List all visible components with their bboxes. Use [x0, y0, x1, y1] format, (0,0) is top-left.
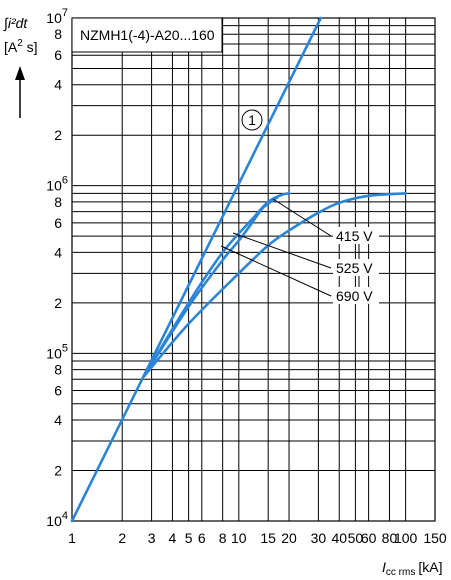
y-tick-label: 106	[46, 175, 68, 194]
y-tick-label: 2	[54, 295, 62, 311]
curve-v525	[142, 196, 279, 378]
y-tick-label: 8	[54, 194, 62, 210]
x-tick-label: 150	[423, 530, 447, 546]
reference-marker-label: 1	[248, 112, 256, 128]
y-tick-label: 8	[54, 362, 62, 378]
x-tick-label: 60	[361, 530, 377, 546]
x-tick-label: 80	[382, 530, 398, 546]
label-525-bg	[333, 259, 379, 276]
x-tick-label: 8	[219, 530, 227, 546]
x-axis-var: I	[382, 559, 386, 575]
y-axis-arrow	[15, 66, 25, 118]
x-tick-label: 40	[331, 530, 347, 546]
x-tick-label: 30	[311, 530, 327, 546]
x-tick-label: 3	[148, 530, 156, 546]
x-tick-label: 2	[118, 530, 126, 546]
y-axis-label: ∫i²dt	[3, 15, 28, 32]
x-tick-label: 100	[394, 530, 418, 546]
y-tick-label: 105	[46, 342, 68, 361]
x-axis-sub: cc rms	[386, 567, 415, 578]
leader-690	[220, 245, 332, 297]
x-tick-label: 10	[231, 530, 247, 546]
label-415-bg	[333, 227, 379, 244]
y-tick-label: 4	[54, 412, 62, 428]
x-tick-label: 5	[185, 530, 193, 546]
y-tick-label: 6	[54, 47, 62, 63]
curve-callouts: 415 V 525 V 690 V 1	[220, 109, 379, 304]
label-525: 525 V	[336, 260, 373, 276]
y-tick-label: 4	[54, 244, 62, 260]
y-tick-label: 2	[54, 463, 62, 479]
y-tick-label: 104	[46, 510, 68, 529]
y-axis-unit: [A2 s]	[4, 38, 38, 55]
y-tick-label: 107	[46, 7, 68, 26]
y-tick-label: 4	[54, 77, 62, 93]
x-tick-label: 50	[348, 530, 364, 546]
y-tick-label: 2	[54, 127, 62, 143]
y-tick-label: 8	[54, 26, 62, 42]
curve-v690	[142, 192, 407, 378]
curve-v415	[142, 192, 291, 378]
y-axis-unit-sup: 2	[17, 38, 23, 49]
y-tick-label: 6	[54, 215, 62, 231]
y-tick-label: 6	[54, 383, 62, 399]
x-tick-label: 20	[281, 530, 297, 546]
grid-lines	[71, 17, 436, 522]
y-axis-unit-pre: [A	[4, 39, 18, 55]
x-tick-label: 4	[169, 530, 177, 546]
x-tick-label: 6	[198, 530, 206, 546]
label-690: 690 V	[336, 288, 373, 304]
title-box	[71, 17, 223, 53]
y-axis-unit-post: s]	[23, 39, 38, 55]
reference-marker-circle	[241, 109, 263, 131]
plot-frame	[71, 17, 436, 522]
curve-group	[70, 16, 407, 523]
label-690-bg	[333, 287, 379, 304]
chart-title: NZMH1(-4)-A20...160	[80, 27, 215, 43]
x-tick-label: 15	[260, 530, 276, 546]
leader-415	[272, 198, 332, 237]
label-415: 415 V	[336, 228, 373, 244]
x-axis-label: Icc rms [kA]	[382, 559, 442, 578]
x-axis-unit: [kA]	[418, 559, 442, 575]
leader-525	[232, 232, 332, 269]
x-tick-label: 1	[68, 530, 76, 546]
curve-reference	[70, 16, 323, 523]
